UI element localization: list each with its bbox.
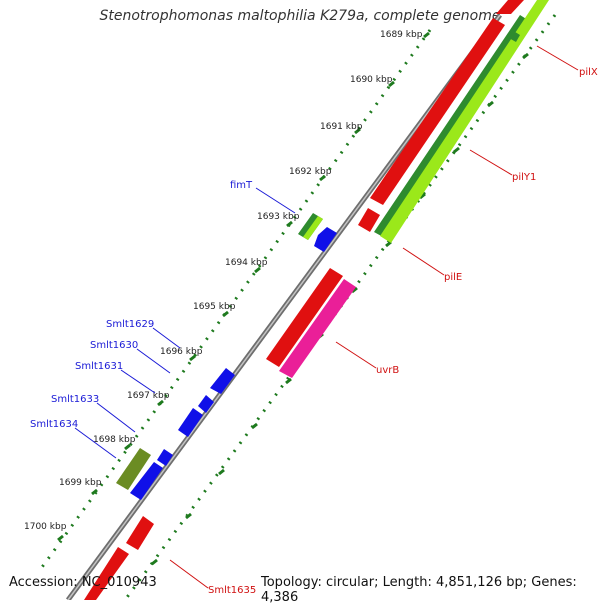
tick-label-1691: 1691 kbp: [320, 122, 363, 132]
tick-label-1693: 1693 kbp: [257, 212, 300, 222]
tick-label-1695: 1695 kbp: [193, 302, 236, 312]
label-pilX[interactable]: pilX: [579, 67, 598, 78]
label-fimT[interactable]: fimT: [230, 180, 253, 191]
label-smlt1629[interactable]: Smlt1629: [106, 319, 154, 330]
topology-text: Topology: circular; Length: 4,851,126 bp…: [261, 575, 577, 605]
tick-label-1697: 1697 kbp: [127, 391, 170, 401]
tick-label-1694: 1694 kbp: [225, 258, 268, 268]
gene-blue-5[interactable]: [157, 449, 173, 466]
major-ticks: [57, 31, 430, 542]
label-smlt1630[interactable]: Smlt1630: [90, 340, 138, 351]
tick-label-1698: 1698 kbp: [93, 435, 136, 445]
tick-label-1699: 1699 kbp: [59, 478, 102, 488]
outer-dotted-track: [123, 14, 557, 600]
reverse-strand-genes: [84, 213, 337, 600]
inner-dotted-track: [38, 29, 432, 571]
tick-label-1692: 1692 kbp: [289, 167, 332, 177]
label-smlt1631[interactable]: Smlt1631: [75, 361, 123, 372]
gene-red-top[interactable]: [496, 0, 524, 14]
tick-label-1689: 1689 kbp: [380, 30, 423, 40]
gene-blue-6[interactable]: [130, 462, 163, 500]
gene-blue-3[interactable]: [198, 395, 214, 413]
tick-label-1696: 1696 kbp: [160, 347, 203, 357]
label-smlt1634[interactable]: Smlt1634: [30, 419, 78, 430]
gene-pilX-red[interactable]: [370, 18, 505, 205]
label-uvrB[interactable]: uvrB: [376, 365, 399, 376]
label-pilY1[interactable]: pilY1: [512, 172, 536, 183]
gene-pilE-lightgreen[interactable]: [380, 0, 549, 243]
callout-lines: [74, 45, 579, 589]
gene-uvrB-red[interactable]: [266, 268, 343, 367]
gene-blue-4[interactable]: [178, 408, 203, 437]
gene-red-small[interactable]: [358, 208, 380, 232]
tick-label-1690: 1690 kbp: [350, 75, 393, 85]
label-smlt1633[interactable]: Smlt1633: [51, 394, 99, 405]
accession-text: Accession: NC_010943: [9, 575, 157, 590]
gene-red-left-2[interactable]: [84, 547, 129, 600]
tick-labels: 1689 kbp 1690 kbp 1691 kbp 1692 kbp 1693…: [24, 30, 423, 532]
gene-red-left-1[interactable]: [126, 516, 154, 550]
map-title: Stenotrophomonas maltophilia K279a, comp…: [99, 8, 501, 24]
forward-strand-genes: [266, 0, 549, 378]
label-smlt1635[interactable]: Smlt1635: [208, 585, 256, 596]
tick-label-1700: 1700 kbp: [24, 522, 67, 532]
label-pilE[interactable]: pilE: [444, 272, 462, 283]
gene-blue-2[interactable]: [210, 368, 235, 394]
gene-blue-1[interactable]: [314, 227, 337, 252]
gene-labels: fimT Smlt1629 Smlt1630 Smlt1631 Smlt1633…: [30, 67, 598, 596]
gene-olive[interactable]: [116, 448, 151, 490]
gene-uvrB-magenta[interactable]: [279, 279, 356, 378]
